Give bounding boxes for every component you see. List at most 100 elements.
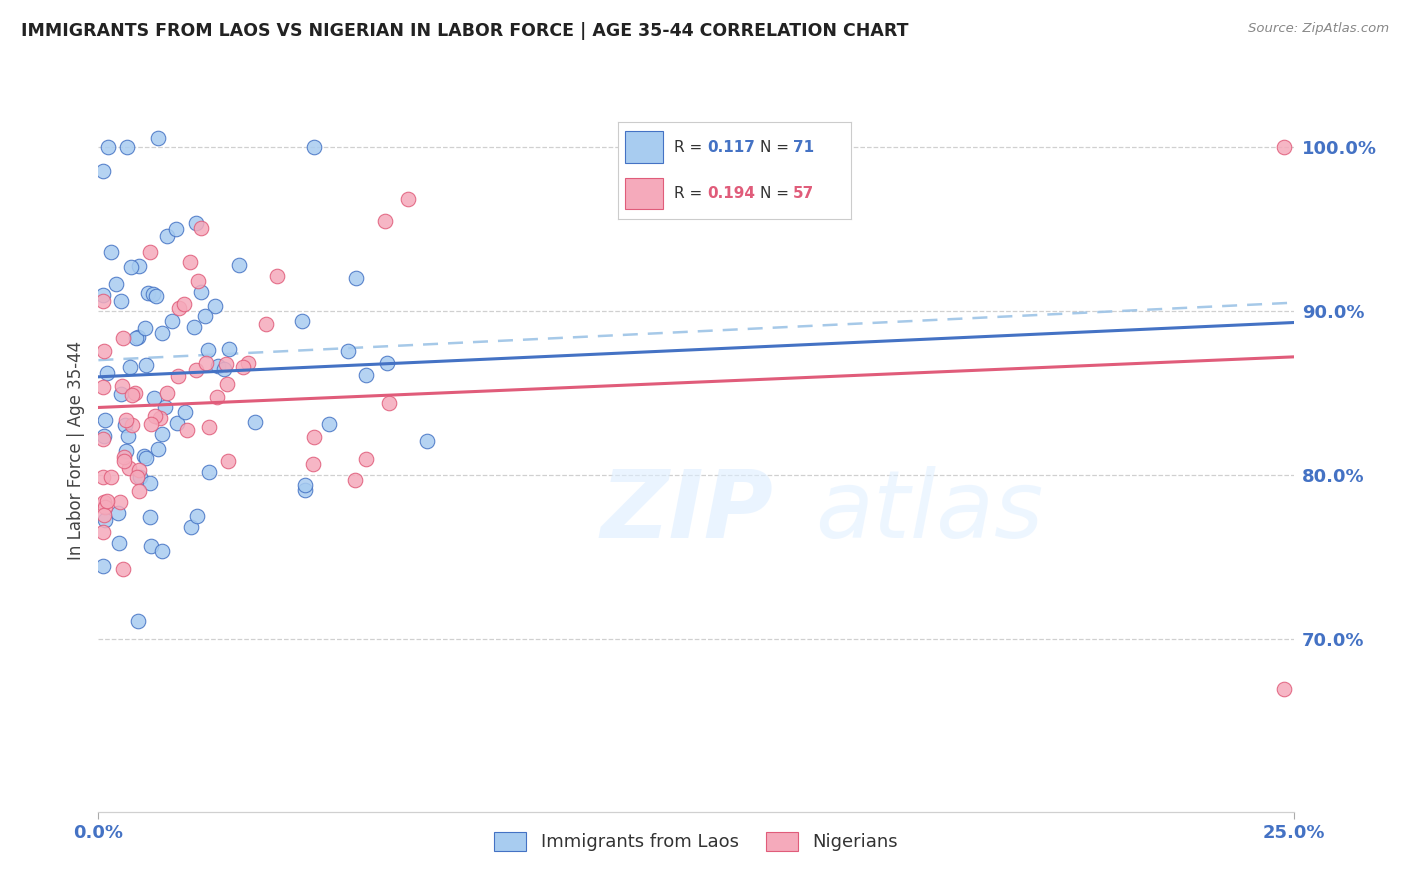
Point [186,363,208,377]
Point [218,342,240,356]
Point [377,395,399,409]
Point [139,509,162,524]
Point [215,357,238,371]
Point [165,222,187,236]
Point [374,213,396,227]
Point [111,331,134,345]
Point [294,483,316,497]
Point [156,229,179,244]
Point [135,359,157,373]
Point [141,540,163,554]
Point [125,469,148,483]
Point [232,360,254,375]
Point [93,429,115,443]
Point [121,388,143,402]
Point [167,369,190,384]
Point [254,318,277,332]
Point [180,520,202,534]
Point [96,494,118,508]
Point [183,319,205,334]
Point [149,411,172,425]
Point [356,452,378,467]
Point [127,614,149,628]
Legend: Immigrants from Laos, Nigerians: Immigrants from Laos, Nigerians [485,823,907,861]
Point [93,508,115,523]
Point [115,443,138,458]
Point [93,495,115,509]
Text: Source: ZipAtlas.com: Source: ZipAtlas.com [1249,22,1389,36]
Point [139,244,162,259]
Point [186,216,208,230]
Point [228,258,250,272]
Point [118,461,141,475]
Point [91,379,114,393]
Point [143,409,166,424]
Point [120,359,142,374]
Point [100,469,122,483]
Point [396,192,419,206]
Point [127,330,149,344]
Point [343,473,366,487]
Point [167,301,190,315]
Point [145,289,167,303]
Point [190,285,212,299]
Point [117,429,139,443]
Point [91,470,114,484]
Point [139,475,162,490]
Point [150,326,173,341]
Point [156,385,179,400]
Point [179,255,201,269]
Point [318,417,340,432]
Text: IMMIGRANTS FROM LAOS VS NIGERIAN IN LABOR FORCE | AGE 35-44 CORRELATION CHART: IMMIGRANTS FROM LAOS VS NIGERIAN IN LABO… [21,22,908,40]
Point [134,321,156,335]
Point [91,287,114,301]
Point [91,164,114,178]
Point [176,423,198,437]
Point [217,454,239,468]
Point [344,270,367,285]
Point [302,139,325,153]
Point [135,450,157,465]
Point [112,450,135,464]
Point [111,561,134,575]
Point [128,463,150,477]
Point [294,477,316,491]
Point [94,500,117,514]
Point [153,400,176,414]
Point [107,506,129,520]
Point [96,367,118,381]
Point [148,442,170,456]
Point [150,426,173,441]
Point [166,416,188,430]
Point [1272,139,1295,153]
Point [94,512,117,526]
Point [114,418,136,433]
Point [125,331,148,345]
Point [115,139,138,153]
Point [93,344,115,359]
Point [115,413,138,427]
Point [91,559,114,574]
Point [110,387,132,401]
Point [97,139,120,153]
Point [204,299,226,313]
Point [108,495,131,509]
Point [214,361,236,376]
Point [174,405,197,419]
Point [121,417,143,432]
Text: atlas: atlas [815,467,1043,558]
Point [136,286,159,301]
Point [91,433,114,447]
Point [134,449,156,463]
Point [128,259,150,273]
Point [91,293,114,308]
Point [291,314,314,328]
Point [194,356,217,370]
Point [302,457,325,471]
Point [337,343,360,358]
Point [194,309,217,323]
Point [150,544,173,558]
Point [91,525,114,540]
Point [139,417,162,431]
Point [120,260,142,274]
